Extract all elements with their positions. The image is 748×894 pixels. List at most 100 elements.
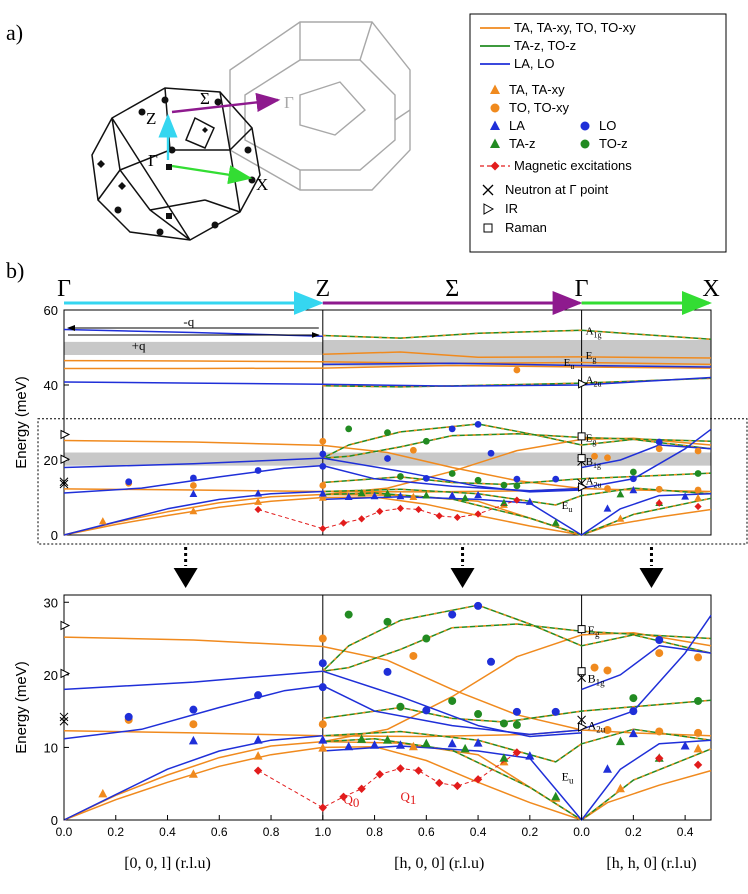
data-marker: [254, 691, 263, 700]
legend-box: [469, 13, 727, 253]
data-marker: [396, 491, 405, 500]
magnetic-marker: [318, 803, 327, 812]
data-marker: [125, 478, 133, 486]
legend: TA, TA-xy, TO, TO-xy TA-z, TO-z LA, LO TA, …: [469, 13, 727, 253]
data-marker: [344, 492, 353, 501]
gray-band: [64, 341, 323, 355]
phonon-annotation: A2u: [586, 374, 602, 388]
x-axis-label: [0, 0, l] (r.l.u): [124, 855, 211, 872]
phonon-annotation: Eg: [586, 433, 597, 447]
data-marker: [551, 707, 560, 716]
legend-marker-label: LO: [599, 118, 616, 133]
data-marker: [253, 751, 263, 760]
x-tick-label: 0.0: [56, 825, 73, 839]
data-marker: [383, 667, 392, 676]
series-line: [322, 329, 712, 341]
triangle-right-icon: [483, 203, 495, 215]
series-line: [63, 457, 582, 493]
gamma-cross: [59, 477, 69, 487]
data-marker: [383, 617, 392, 626]
series-line: [322, 631, 712, 743]
gamma-cross: [59, 712, 69, 722]
data-marker: [487, 657, 496, 666]
magnetic-marker: [453, 513, 461, 521]
data-marker: [603, 504, 612, 512]
data-marker: [629, 475, 637, 483]
data-marker: [694, 493, 702, 502]
legend-marker-swatch: [490, 138, 500, 148]
data-marker: [655, 445, 663, 453]
data-marker: [422, 491, 431, 499]
data-marker: [370, 491, 379, 500]
q1-label: Q1: [400, 789, 416, 807]
data-marker: [525, 751, 535, 760]
data-marker: [629, 485, 638, 494]
series-line: [63, 496, 712, 536]
data-marker: [124, 712, 133, 721]
phonon-annotation: Eg: [586, 350, 597, 364]
x-tick-label: 0.0: [573, 825, 590, 839]
data-marker: [318, 634, 327, 643]
phonon-annotation: Eg: [588, 623, 600, 639]
magnetic-marker: [435, 778, 444, 788]
top-panel: 0 20 40 60 Energy (meV) Γ Z Σ Γ X -q +q A1g Eg Eu A2u Eg…: [13, 276, 748, 545]
data-marker: [603, 666, 612, 675]
y-tick-label: 20: [44, 453, 58, 468]
data-marker: [370, 740, 380, 749]
brillouin-zone-diagram: Z Γ X Σ Γ: [91, 21, 411, 241]
data-marker: [616, 514, 625, 522]
bz-gamma-x-arrow: [171, 164, 253, 185]
data-marker: [603, 726, 612, 734]
data-marker: [474, 476, 482, 484]
series-line: [581, 428, 712, 489]
data-marker: [474, 601, 483, 610]
series-line: [63, 745, 712, 821]
data-marker: [319, 437, 327, 445]
magnetic-marker: [358, 515, 366, 523]
magnetic-marker: [655, 499, 663, 507]
data-marker: [513, 482, 521, 490]
data-marker: [344, 610, 353, 619]
data-marker: [318, 735, 328, 744]
y-tick-label: 30: [44, 595, 58, 610]
series-line: [63, 670, 582, 738]
legend-marker-swatch: [580, 121, 590, 131]
data-marker: [253, 735, 263, 744]
data-marker: [487, 449, 495, 457]
gray-band: [64, 452, 323, 466]
legend-magnetic-marker: [490, 161, 500, 171]
data-marker: [694, 696, 703, 705]
x-tick-label: 0.8: [263, 825, 280, 839]
gray-band: [322, 452, 711, 466]
data-marker: [615, 736, 625, 746]
data-marker: [551, 791, 561, 801]
data-marker: [190, 482, 197, 489]
magnetic-marker: [512, 748, 522, 757]
data-marker: [357, 488, 366, 497]
data-marker: [693, 743, 703, 753]
legend-marker-swatch: [580, 139, 590, 149]
data-marker: [409, 492, 418, 501]
data-marker: [319, 482, 327, 489]
magnetic-marker: [339, 792, 348, 801]
data-marker: [190, 474, 197, 482]
magnetic-marker: [396, 504, 405, 512]
legend-line-label: LA, LO: [514, 56, 554, 71]
data-marker: [189, 720, 198, 729]
magnetic-marker: [357, 784, 366, 793]
data-marker: [615, 783, 625, 793]
data-marker: [384, 429, 391, 437]
data-marker: [602, 764, 612, 773]
data-marker: [448, 696, 457, 705]
x-tick-label: 0.8: [366, 825, 383, 839]
bz-outline-black: [91, 87, 261, 241]
path-point-label: Γ: [57, 276, 71, 302]
data-marker: [500, 498, 508, 507]
path-point-label: X: [702, 276, 719, 302]
series-line-overlay: [322, 329, 712, 341]
magnetic-marker: [473, 775, 483, 784]
gamma-triangle: [578, 482, 588, 492]
data-marker: [318, 659, 327, 668]
data-marker: [188, 769, 198, 778]
